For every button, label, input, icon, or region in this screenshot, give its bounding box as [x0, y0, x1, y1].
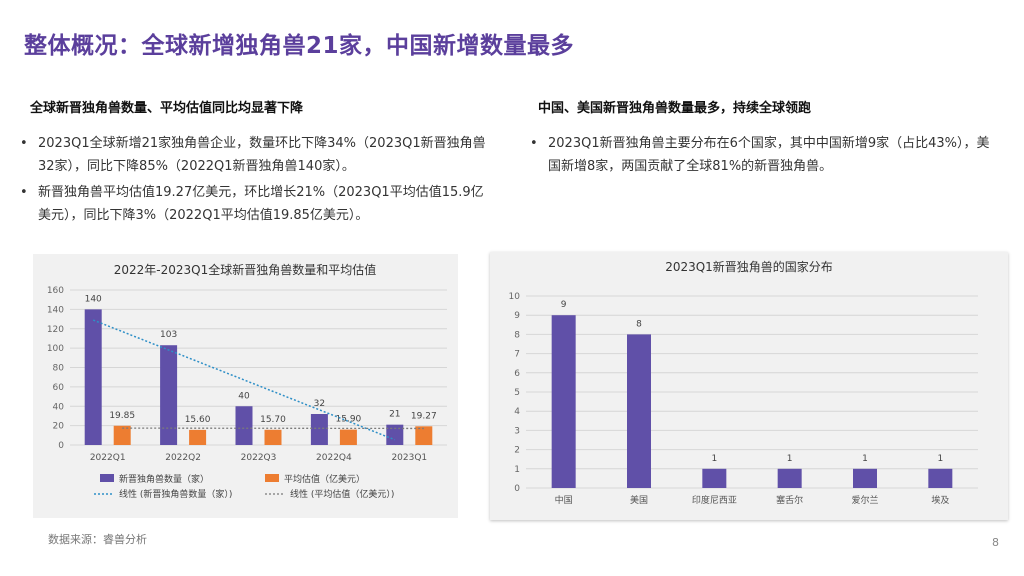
data-label: 1: [862, 454, 868, 464]
data-label: 1: [787, 454, 793, 464]
data-label: 8: [636, 319, 642, 329]
x-tick-label: 2022Q2: [165, 453, 201, 463]
x-tick-label: 印度尼西亚: [692, 494, 737, 506]
y-tick-label: 9: [514, 311, 520, 321]
left-heading: 全球新晋独角兽数量、平均估值同比均显著下降: [30, 101, 304, 116]
bar-valuation: [415, 426, 433, 445]
data-label-valuation: 15.70: [260, 415, 286, 425]
x-tick-label: 塞舌尔: [776, 494, 803, 506]
data-label-count: 21: [389, 410, 400, 420]
chart-count-valuation: 2022年-2023Q1全球新晋独角兽数量和平均估值 0 20 40 60 80 100 12…: [47, 262, 447, 500]
bar-count: [310, 414, 328, 445]
chart-panel-right: 2023Q1新晋独角兽的国家分布 0 1 2 3 4 5 6 7 8 9 10 9 中国 8 美国 1 印度尼西亚…: [490, 252, 1008, 520]
y-tick-label: 7: [514, 350, 520, 360]
left-bullet-1: 2023Q1全球新增21家独角兽企业，数量环比下降34%（2023Q1新晋独角兽…: [20, 132, 490, 178]
right-heading: 中国、美国新晋独角兽数量最多，持续全球领跑: [538, 101, 812, 116]
data-label: 9: [561, 300, 567, 310]
bar-count: [84, 309, 102, 445]
data-label: 1: [711, 454, 717, 464]
data-label-valuation: 19.85: [109, 411, 135, 421]
y-tick-label: 5: [514, 388, 520, 398]
x-tick-label: 2022Q4: [316, 453, 352, 463]
legend-label-trend-count: 线性 (新晋独角兽数量（家）): [119, 488, 232, 500]
bar-valuation: [339, 429, 357, 445]
legend-label-valuation: 平均估值（亿美元）: [284, 473, 365, 485]
right-bullet-1: 2023Q1新晋独角兽主要分布在6个国家，其中中国新增9家（占比43%），美国新…: [530, 132, 990, 178]
left-bullet-2: 新晋独角兽平均估值19.27亿美元，环比增长21%（2023Q1平均估值15.9…: [20, 181, 490, 227]
x-tick-label: 2022Q1: [90, 453, 126, 463]
bar-country: [853, 468, 877, 488]
bar-valuation: [189, 429, 207, 445]
data-label-count: 140: [85, 294, 102, 304]
page-title: 整体概况：全球新增独角兽21家，中国新增数量最多: [24, 33, 575, 59]
right-bullets: 2023Q1新晋独角兽主要分布在6个国家，其中中国新增9家（占比43%），美国新…: [530, 132, 990, 181]
y-tick-label: 1: [514, 465, 520, 475]
y-tick-label: 20: [53, 422, 65, 432]
bar-valuation: [113, 425, 131, 445]
x-tick-label: 美国: [630, 494, 648, 506]
y-tick-label: 80: [53, 364, 65, 374]
x-tick-label: 中国: [555, 494, 573, 506]
y-tick-label: 100: [47, 344, 64, 354]
legend-label-count: 新晋独角兽数量（家）: [119, 473, 209, 485]
data-label-valuation: 15.60: [185, 415, 211, 425]
left-bullets: 2023Q1全球新增21家独角兽企业，数量环比下降34%（2023Q1新晋独角兽…: [20, 132, 490, 230]
y-tick-label: 6: [514, 369, 520, 379]
legend-swatch-count: [100, 474, 114, 482]
page-number: 8: [992, 536, 999, 549]
y-tick-label: 160: [47, 286, 64, 296]
x-tick-label: 2022Q3: [241, 453, 277, 463]
chart-panel-left: 2022年-2023Q1全球新晋独角兽数量和平均估值 0 20 40 60 80 100 12…: [33, 254, 458, 518]
bar-valuation: [264, 429, 282, 445]
bar-country: [777, 468, 802, 488]
data-label-count: 32: [314, 399, 325, 409]
data-label-count: 40: [238, 391, 250, 401]
bar-country: [928, 468, 953, 488]
bar-count: [160, 345, 178, 445]
y-tick-label: 120: [47, 325, 64, 335]
data-label: 1: [937, 454, 943, 464]
y-tick-label: 4: [514, 407, 520, 417]
x-tick-label: 爱尔兰: [851, 494, 878, 506]
y-tick-label: 40: [53, 402, 65, 412]
bar-country: [627, 334, 651, 488]
legend-label-trend-valuation: 线性 (平均估值（亿美元）): [290, 488, 394, 500]
data-label-count: 103: [160, 330, 177, 340]
data-label-valuation: 15.90: [336, 415, 362, 425]
chart-title: 2022年-2023Q1全球新晋独角兽数量和平均估值: [114, 262, 377, 277]
y-tick-label: 0: [58, 441, 64, 451]
data-label-valuation: 19.27: [411, 411, 437, 421]
bar-count: [386, 424, 404, 445]
y-tick-label: 3: [514, 426, 520, 436]
bar-country: [551, 315, 576, 488]
y-tick-label: 2: [514, 446, 520, 456]
y-tick-label: 60: [53, 383, 65, 393]
x-tick-label: 埃及: [931, 494, 949, 506]
y-tick-label: 140: [47, 305, 64, 315]
x-tick-label: 2023Q1: [391, 453, 427, 463]
chart-title: 2023Q1新晋独角兽的国家分布: [665, 259, 833, 274]
y-tick-label: 10: [509, 292, 521, 302]
data-source-note: 数据来源：睿兽分析: [48, 533, 147, 546]
legend-swatch-valuation: [265, 474, 279, 482]
y-tick-label: 8: [514, 330, 520, 340]
bar-country: [702, 468, 727, 488]
bar-count: [235, 406, 253, 445]
y-tick-label: 0: [514, 484, 520, 494]
chart-country-distribution: 2023Q1新晋独角兽的国家分布 0 1 2 3 4 5 6 7 8 9 10 9 中国 8 美国 1 印度尼西亚…: [509, 259, 978, 506]
